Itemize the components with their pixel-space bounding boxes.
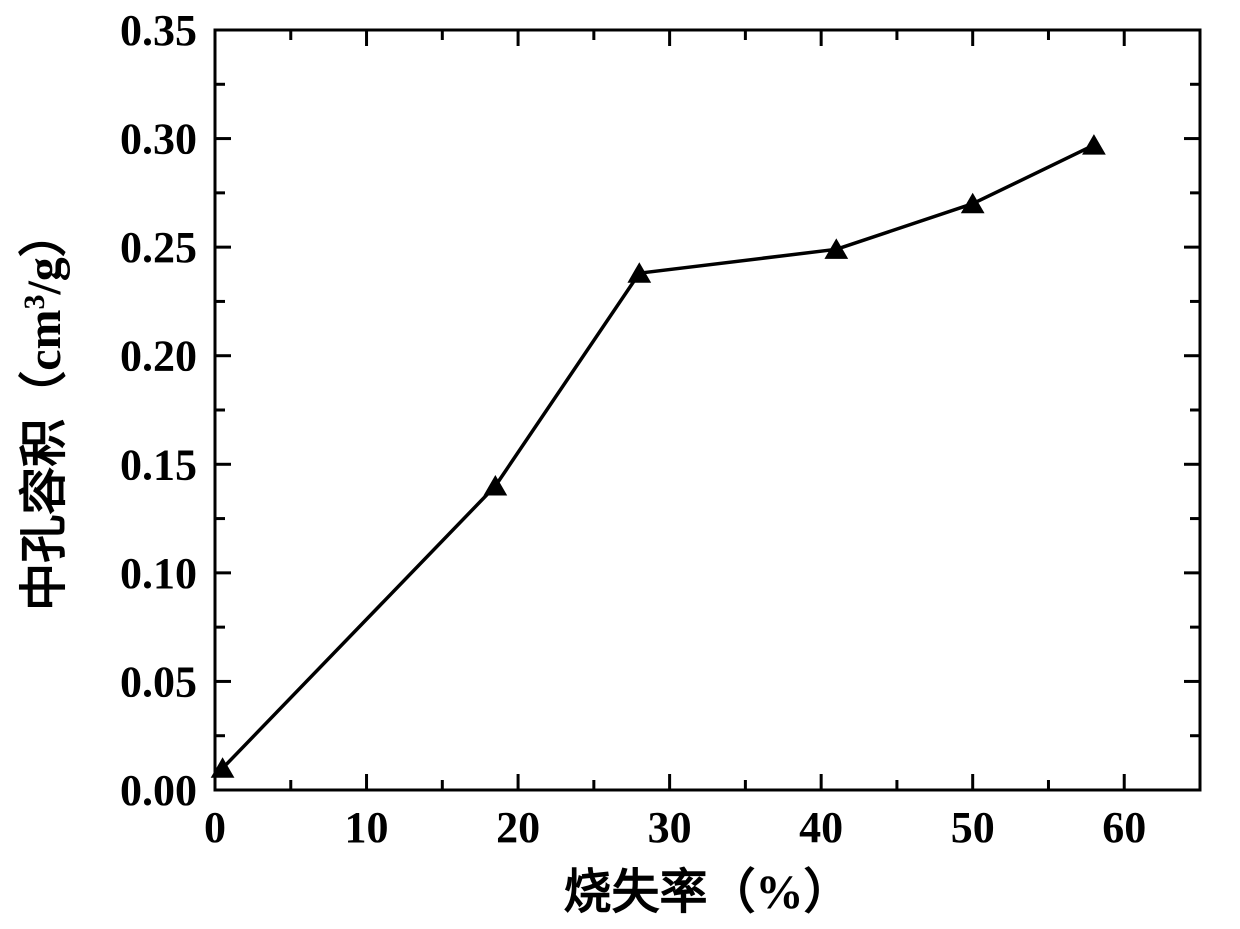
y-tick-label: 0.35 <box>120 6 197 55</box>
y-tick-label: 0.10 <box>120 549 197 598</box>
y-tick-label: 0.25 <box>120 223 197 272</box>
x-tick-label: 60 <box>1102 803 1146 852</box>
chart-container: 0 10 20 30 40 50 60 0.00 0.05 0.10 0.15 0.20 0.25 0.3… <box>0 0 1240 929</box>
x-tick-label: 0 <box>204 803 226 852</box>
y-tick-label: 0.20 <box>120 332 197 381</box>
y-tick-label: 0.30 <box>120 115 197 164</box>
x-tick-label: 50 <box>951 803 995 852</box>
y-tick-label: 0.15 <box>120 440 197 489</box>
y-axis-label: 中孔容积（cm3/g） <box>18 209 72 611</box>
y-tick-label: 0.00 <box>120 766 197 815</box>
y-tick-label: 0.05 <box>120 657 197 706</box>
x-tick-label: 30 <box>648 803 692 852</box>
x-tick-label: 20 <box>496 803 540 852</box>
x-tick-label: 10 <box>345 803 389 852</box>
line-chart: 0 10 20 30 40 50 60 0.00 0.05 0.10 0.15 0.20 0.25 0.3… <box>0 0 1240 929</box>
x-tick-label: 40 <box>799 803 843 852</box>
x-axis-label: 烧失率（%） <box>563 866 851 919</box>
